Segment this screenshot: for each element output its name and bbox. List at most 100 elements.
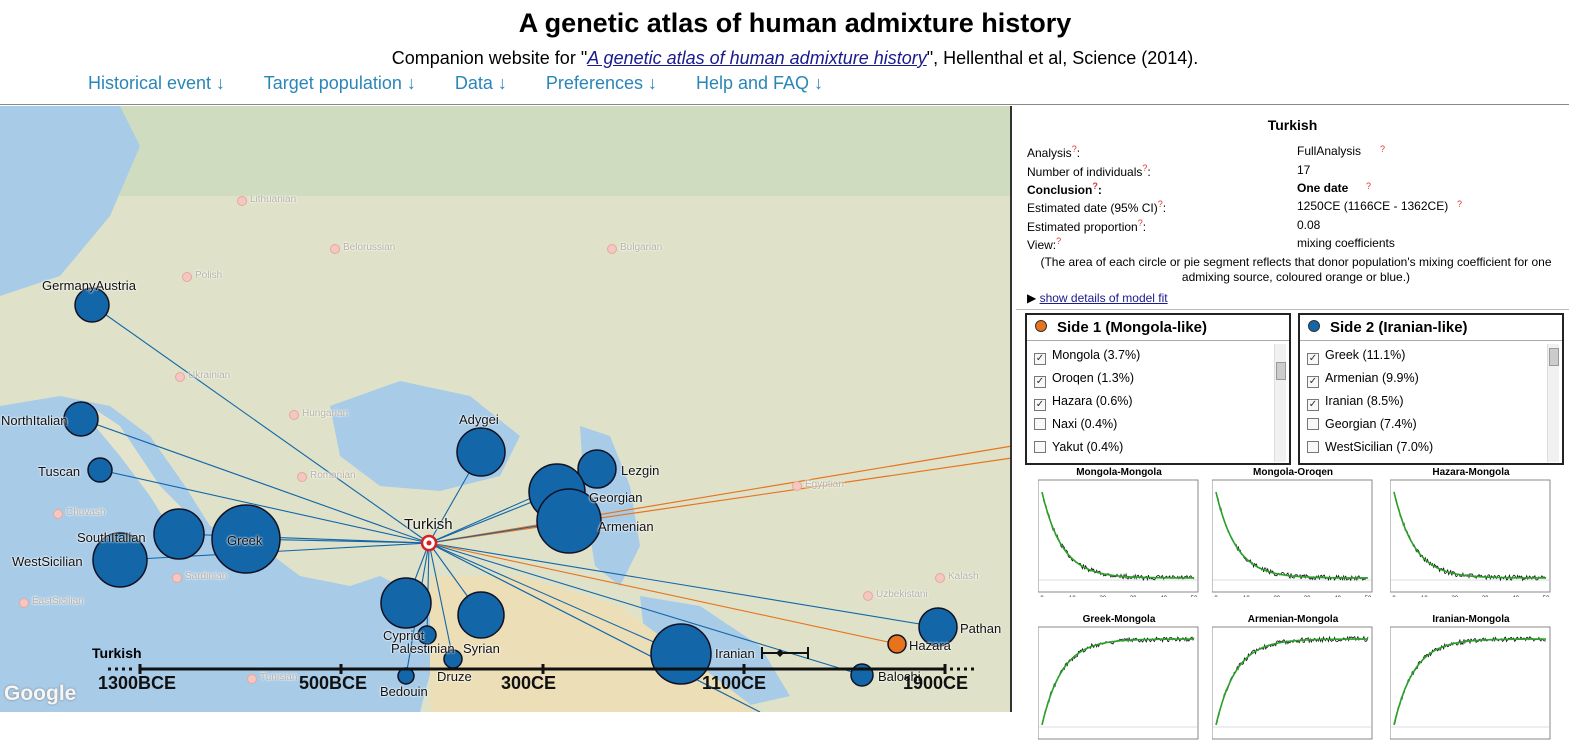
checkbox[interactable]: ✓	[1034, 399, 1046, 411]
side1-list-item[interactable]: ✓ Hazara (0.6%)	[1034, 394, 1133, 411]
help-icon[interactable]: ?	[1380, 144, 1386, 154]
region-label: Uzbekistani	[876, 589, 928, 600]
population-circle[interactable]	[536, 488, 602, 554]
population-circle[interactable]	[456, 427, 506, 477]
side2-list-item[interactable]: ✓ Iranian (8.5%)	[1307, 394, 1404, 411]
help-icon[interactable]: ?	[1137, 218, 1143, 228]
map-canvas[interactable]	[0, 106, 1012, 712]
side2-header: Side 2 (Iranian-like)	[1308, 319, 1468, 336]
side2-scroll-thumb[interactable]	[1549, 348, 1559, 366]
side2-scrollbar[interactable]	[1547, 344, 1559, 462]
region-label: Polish	[195, 270, 223, 281]
info-key-text: Number of individuals	[1027, 165, 1143, 179]
nav-historical-event[interactable]: Historical event ↓	[88, 73, 226, 93]
info-key: Number of individuals?:	[1027, 163, 1151, 179]
population-circle[interactable]	[457, 591, 505, 639]
model-fit-toggle[interactable]: ▶ show details of model fit	[1027, 291, 1168, 305]
population-circle[interactable]	[63, 401, 99, 437]
info-row: Conclusion?: One date?	[1027, 181, 1567, 199]
faded-marker-icon	[172, 573, 182, 583]
nav-preferences[interactable]: Preferences ↓	[545, 73, 657, 93]
checkbox[interactable]	[1307, 441, 1319, 453]
y-tick-label: 1.10	[1212, 530, 1213, 542]
help-icon[interactable]: ?	[1157, 199, 1163, 209]
population-circle[interactable]	[87, 457, 113, 483]
info-value[interactable]: mixing coefficients	[1297, 236, 1395, 250]
checkbox[interactable]: ✓	[1307, 376, 1319, 388]
y-tick-label: 1.000	[1212, 631, 1213, 647]
nav-help-faq[interactable]: Help and FAQ ↓	[696, 73, 824, 93]
region-label: Romanian	[310, 470, 356, 481]
population-circle[interactable]	[887, 634, 907, 654]
paper-link[interactable]: A genetic atlas of human admixture histo…	[587, 48, 927, 68]
faded-marker-icon	[330, 244, 340, 254]
timeline-tick-label: 300CE	[501, 673, 557, 693]
side2-list-item[interactable]: WestSicilian (7.0%)	[1307, 440, 1433, 454]
x-tick-label: 30	[1304, 596, 1311, 597]
population-circle[interactable]	[153, 508, 205, 560]
population-circle[interactable]	[918, 607, 958, 647]
y-tick-label: 1.00	[1212, 574, 1213, 586]
side1-item-label: Yakut (0.4%)	[1052, 440, 1124, 454]
region-label: EastSicilian	[32, 596, 84, 607]
nav-target-population[interactable]: Target population ↓	[263, 73, 416, 93]
fit-plot: Hazara-Mongola 1.00 1.02 1.04 1.06 1.08 0 10 20 3…	[1390, 467, 1552, 597]
side1-list-item[interactable]: ✓ Mongola (3.7%)	[1034, 348, 1140, 365]
help-icon[interactable]: ?	[1142, 163, 1148, 173]
side2-list-item[interactable]: ✓ Greek (11.1%)	[1307, 348, 1405, 365]
population-circles[interactable]	[19, 196, 958, 687]
checkbox[interactable]: ✓	[1034, 376, 1046, 388]
faded-marker-icon	[289, 410, 299, 420]
side1-list-item[interactable]: Naxi (0.4%)	[1034, 417, 1117, 431]
colon: :	[1097, 183, 1102, 197]
checkbox[interactable]	[1034, 441, 1046, 453]
help-icon[interactable]: ?	[1071, 144, 1077, 154]
side1-list-item[interactable]: Yakut (0.4%)	[1034, 440, 1123, 454]
side2-list-item[interactable]: ✓ Armenian (9.9%)	[1307, 371, 1419, 388]
population-circle[interactable]	[380, 577, 432, 629]
timeline-ticks	[138, 664, 947, 674]
help-icon[interactable]: ?	[1366, 181, 1372, 191]
side1-scrollbar[interactable]	[1274, 344, 1286, 462]
population-circle[interactable]	[577, 449, 617, 489]
side2-title: Side 2 (Iranian-like)	[1330, 319, 1468, 336]
checkbox[interactable]	[1307, 418, 1319, 430]
side2-list-item[interactable]: Georgian (7.4%)	[1307, 417, 1417, 431]
info-value: 17	[1297, 163, 1311, 177]
checkbox[interactable]	[1034, 418, 1046, 430]
help-icon[interactable]: ?	[1092, 181, 1098, 191]
checkbox[interactable]: ✓	[1307, 399, 1319, 411]
model-fit-link[interactable]: show details of model fit	[1039, 291, 1168, 305]
region-label: Kalash	[948, 571, 979, 582]
target-marker-dot	[426, 540, 432, 546]
fit-plot-title: Mongola-Oroqen	[1253, 467, 1333, 478]
x-tick-label: 50	[1543, 596, 1550, 597]
nav-data[interactable]: Data ↓	[454, 73, 507, 93]
population-circle[interactable]	[74, 287, 110, 323]
population-circle[interactable]	[850, 663, 874, 687]
region-label: Lithuanian	[250, 194, 297, 205]
x-tick-label: 20	[1273, 596, 1280, 597]
region-label: Ukrainian	[188, 370, 231, 381]
help-icon[interactable]: ?	[1056, 236, 1062, 246]
population-label: Armenian	[598, 519, 654, 534]
info-panel: Turkish Analysis?: FullAnalysis? Number of…	[1016, 106, 1569, 740]
population-circle[interactable]	[417, 625, 437, 645]
population-label: Iranian	[715, 646, 755, 661]
checkbox[interactable]: ✓	[1034, 353, 1046, 365]
y-tick-label: 1.20	[1212, 486, 1213, 498]
help-icon[interactable]: ?	[1457, 199, 1463, 209]
timeline-tick-label: 500BCE	[299, 673, 368, 693]
admixture-map[interactable]: GermanyAustria NorthItalian Tuscan SouthIta…	[0, 106, 1012, 712]
fitted-curve	[1041, 491, 1195, 579]
admixture-line	[428, 457, 1010, 544]
population-circle[interactable]	[211, 504, 281, 574]
population-circle[interactable]	[92, 532, 148, 588]
checkbox[interactable]: ✓	[1307, 353, 1319, 365]
side1-item-label: Naxi (0.4%)	[1052, 417, 1118, 431]
side1-list-item[interactable]: ✓ Oroqen (1.3%)	[1034, 371, 1134, 388]
panel-separator	[1016, 309, 1569, 310]
side1-scroll-thumb[interactable]	[1276, 362, 1286, 380]
observed-curve	[1393, 635, 1547, 724]
info-key-text: View:	[1027, 238, 1057, 252]
